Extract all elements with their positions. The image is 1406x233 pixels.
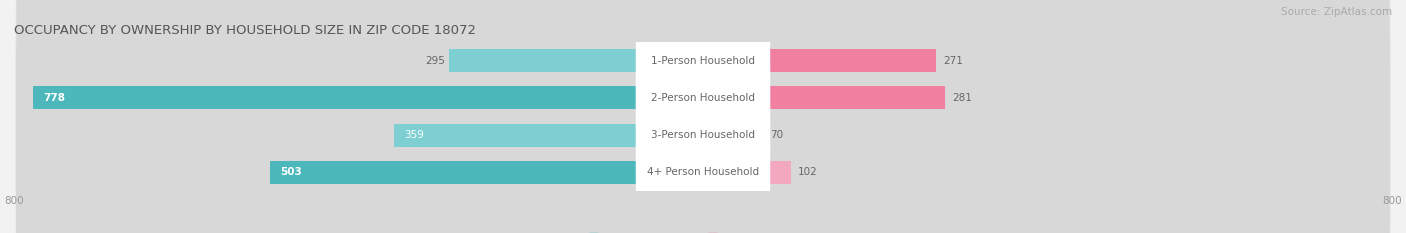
FancyBboxPatch shape bbox=[703, 123, 763, 147]
Text: 295: 295 bbox=[425, 56, 444, 65]
Text: 3-Person Household: 3-Person Household bbox=[651, 130, 755, 140]
Legend: Owner-occupied, Renter-occupied: Owner-occupied, Renter-occupied bbox=[585, 229, 821, 233]
Text: 1-Person Household: 1-Person Household bbox=[651, 56, 755, 65]
Text: 2-Person Household: 2-Person Household bbox=[651, 93, 755, 103]
Text: OCCUPANCY BY OWNERSHIP BY HOUSEHOLD SIZE IN ZIP CODE 18072: OCCUPANCY BY OWNERSHIP BY HOUSEHOLD SIZE… bbox=[14, 24, 477, 37]
FancyBboxPatch shape bbox=[703, 49, 936, 72]
Text: 4+ Person Household: 4+ Person Household bbox=[647, 168, 759, 177]
FancyBboxPatch shape bbox=[636, 0, 770, 221]
Text: 778: 778 bbox=[44, 93, 65, 103]
FancyBboxPatch shape bbox=[703, 161, 790, 184]
Text: 359: 359 bbox=[404, 130, 425, 140]
FancyBboxPatch shape bbox=[15, 0, 1391, 233]
FancyBboxPatch shape bbox=[15, 0, 1391, 233]
FancyBboxPatch shape bbox=[15, 0, 1391, 233]
FancyBboxPatch shape bbox=[270, 161, 703, 184]
Text: 102: 102 bbox=[797, 168, 817, 177]
FancyBboxPatch shape bbox=[394, 123, 703, 147]
Text: Source: ZipAtlas.com: Source: ZipAtlas.com bbox=[1281, 7, 1392, 17]
Text: 503: 503 bbox=[280, 168, 302, 177]
FancyBboxPatch shape bbox=[636, 49, 770, 233]
FancyBboxPatch shape bbox=[15, 0, 1391, 233]
Text: 70: 70 bbox=[770, 130, 783, 140]
FancyBboxPatch shape bbox=[32, 86, 703, 110]
FancyBboxPatch shape bbox=[703, 86, 945, 110]
Text: 281: 281 bbox=[952, 93, 972, 103]
Text: 271: 271 bbox=[943, 56, 963, 65]
FancyBboxPatch shape bbox=[636, 0, 770, 184]
FancyBboxPatch shape bbox=[449, 49, 703, 72]
FancyBboxPatch shape bbox=[636, 12, 770, 233]
